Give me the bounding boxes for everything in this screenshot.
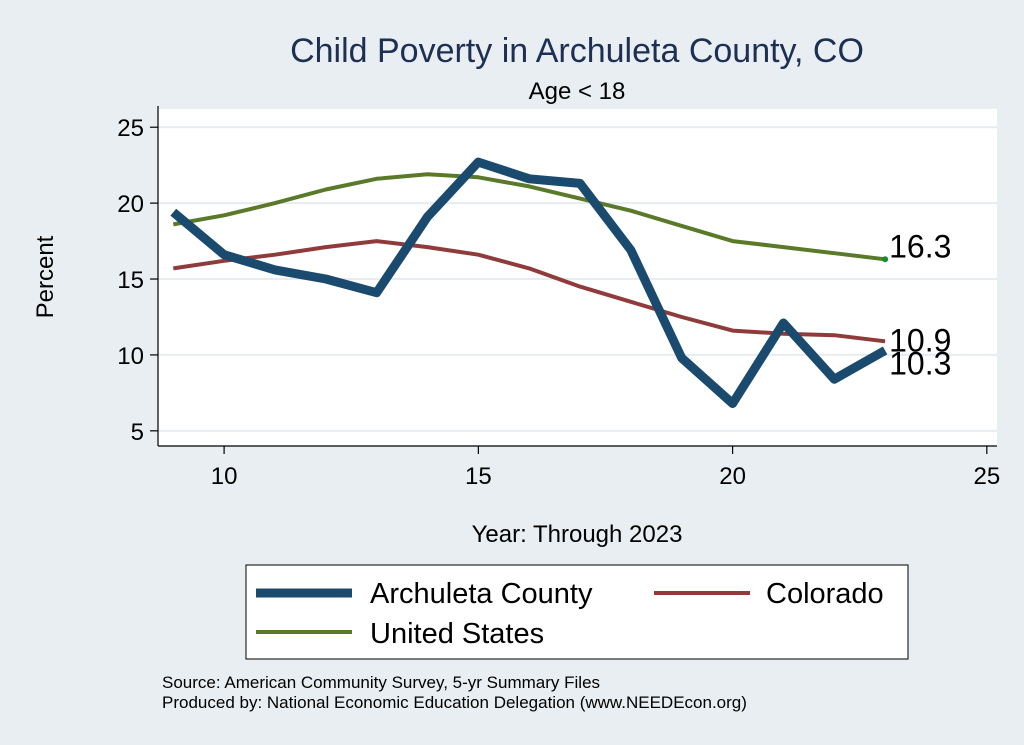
series-line-colorado — [173, 239, 886, 344]
y-tick-label: 5 — [131, 419, 144, 446]
chart-subtitle: Age < 18 — [529, 78, 626, 105]
chart-title: Child Poverty in Archuleta County, CO — [290, 32, 864, 70]
legend: Archuleta County Colorado United States — [256, 578, 884, 650]
end-label-united-states: 16.3 — [889, 228, 951, 264]
y-tick-label: 25 — [117, 115, 144, 142]
legend-label-united-states: United States — [370, 618, 544, 650]
x-axis-title: Year: Through 2023 — [472, 521, 683, 548]
end-labels: 10.310.9 16.3 — [889, 228, 951, 381]
series-line-archuleta-county — [170, 157, 888, 408]
end-label-colorado: 10.9 — [889, 322, 951, 358]
series-lines — [170, 157, 889, 408]
tick-labels: 5 10 15 20 25 10 15 20 25 — [117, 115, 1000, 490]
legend-box — [245, 564, 909, 660]
plot-area — [158, 109, 997, 446]
y-tick-label: 10 — [117, 343, 144, 370]
y-axis-title: Percent — [32, 235, 59, 318]
series-line-united-states — [172, 172, 886, 262]
produced-by-note: Produced by: National Economic Education… — [162, 693, 747, 712]
y-tick-label: 20 — [117, 191, 144, 218]
grid-lines — [158, 126, 997, 432]
legend-label-archuleta-county: Archuleta County — [370, 578, 593, 610]
source-note: Source: American Community Survey, 5-yr … — [162, 673, 600, 692]
axes — [150, 106, 997, 454]
x-tick-label: 20 — [719, 463, 746, 490]
end-label-archuleta-county: 10.3 — [889, 345, 951, 381]
y-tick-label: 15 — [117, 267, 144, 294]
x-tick-label: 15 — [465, 463, 492, 490]
x-tick-label: 25 — [973, 463, 1000, 490]
x-tick-label: 10 — [211, 463, 238, 490]
legend-label-colorado: Colorado — [766, 578, 884, 610]
end-point-marker — [882, 256, 889, 263]
